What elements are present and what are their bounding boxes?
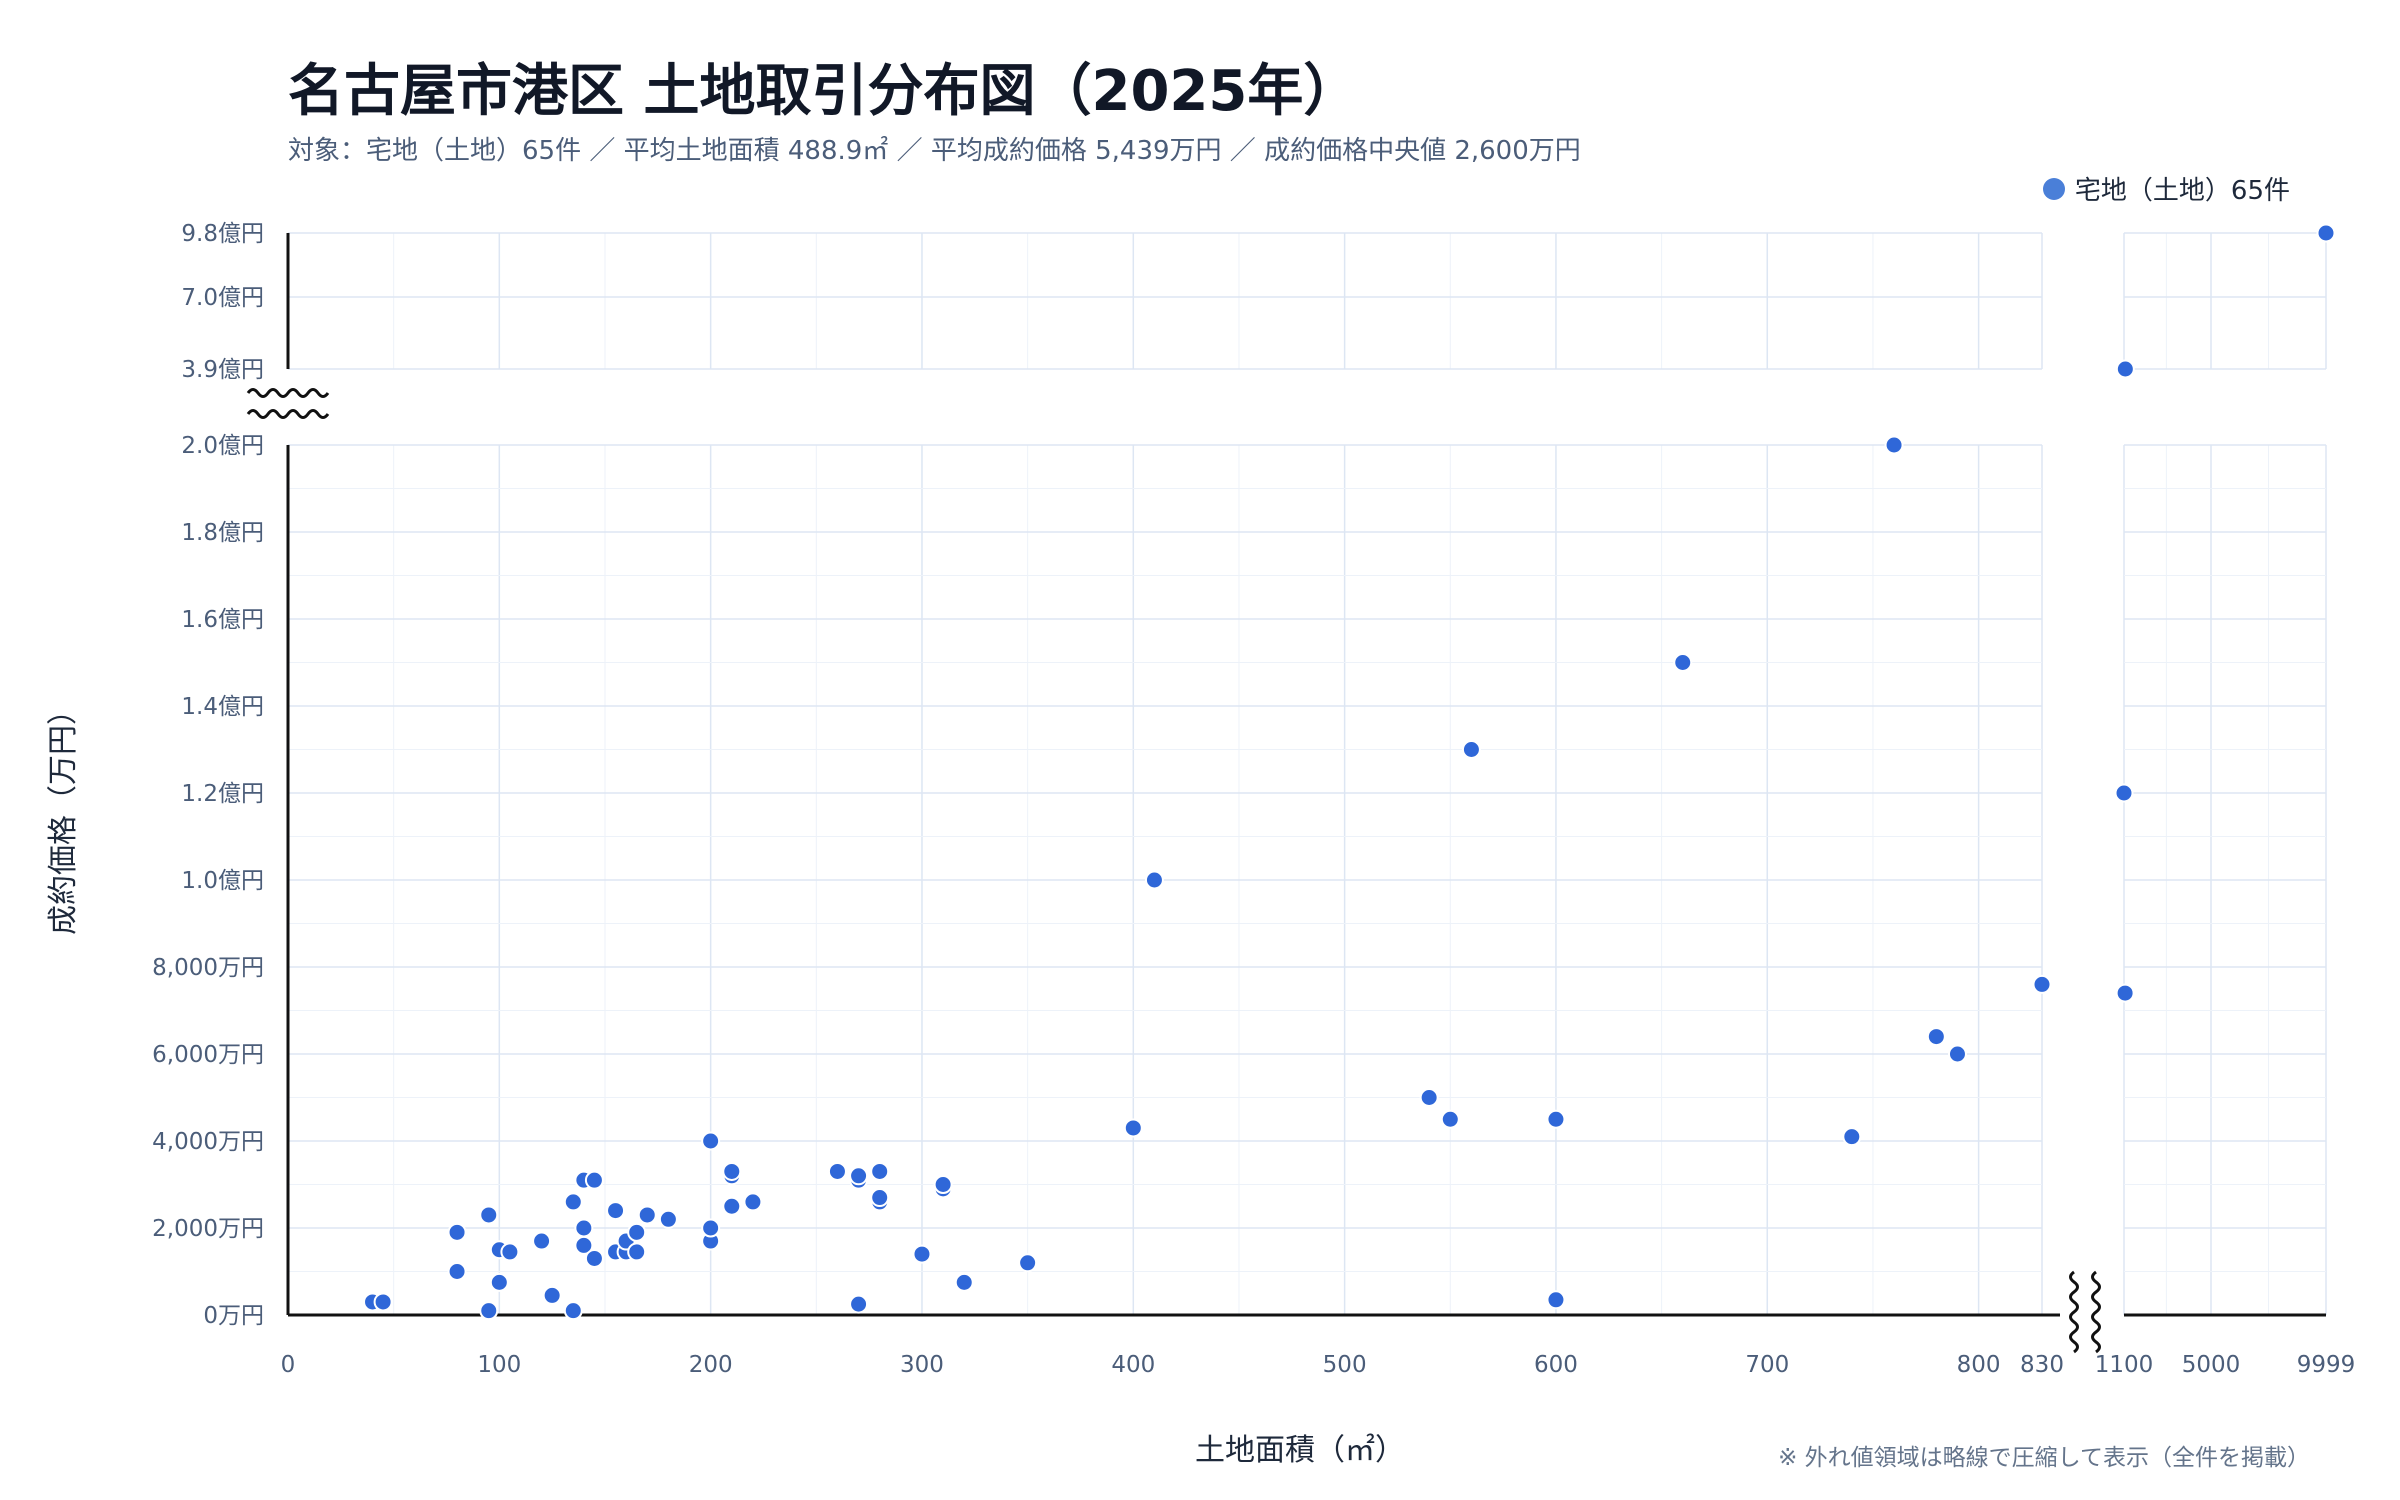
data-point <box>1842 1127 1862 1147</box>
data-point <box>870 1161 890 1181</box>
y-tick-label: 8,000万円 <box>152 955 264 981</box>
x-tick-label: 5000 <box>2182 1352 2241 1378</box>
data-point <box>500 1242 520 1262</box>
data-point <box>563 1301 583 1321</box>
x-tick-label: 9999 <box>2297 1352 2356 1378</box>
y-tick-label: 7.0億円 <box>181 285 264 311</box>
x-axis-label: 土地面積（㎡） <box>1195 1433 1405 1468</box>
data-point <box>1673 653 1693 672</box>
data-point <box>1546 1290 1566 1310</box>
data-point <box>1546 1109 1566 1129</box>
chart-subtitle: 対象：宅地（土地）65件 ／ 平均土地面積 488.9㎡ ／ 平均成約価格 5,… <box>288 136 1581 166</box>
legend-label: 宅地（土地）65件 <box>2074 176 2290 206</box>
data-point <box>627 1222 647 1242</box>
data-point <box>1461 740 1481 759</box>
x-axis-break-mask <box>2060 1265 2110 1365</box>
footnote: ※ 外れ値領域は略線で圧縮して表示（全件を掲載） <box>1778 1445 2310 1471</box>
y-tick-label: 0万円 <box>203 1303 264 1329</box>
data-point <box>912 1244 932 1264</box>
data-point <box>574 1218 594 1238</box>
y-tick-label: 1.2億円 <box>181 781 264 807</box>
x-tick-label: 500 <box>1323 1352 1367 1378</box>
data-point <box>2115 983 2135 1003</box>
y-tick-label: 3.9億円 <box>181 357 264 383</box>
x-tick-label: 400 <box>1111 1352 1155 1378</box>
data-point <box>2114 783 2134 803</box>
y-tick-label: 1.8億円 <box>181 520 264 546</box>
x-axis-break-icon <box>2069 1270 2079 1354</box>
y-tick-label: 6,000万円 <box>152 1042 264 1068</box>
y-tick-label: 4,000万円 <box>152 1129 264 1155</box>
data-point <box>1926 1027 1946 1047</box>
chart-title: 名古屋市港区 土地取引分布図（2025年） <box>288 59 1360 124</box>
x-tick-label: 1100 <box>2095 1352 2154 1378</box>
data-point <box>1123 1118 1143 1138</box>
data-point <box>563 1192 583 1212</box>
data-point <box>658 1209 678 1229</box>
data-point <box>584 1248 604 1268</box>
data-point <box>637 1205 657 1225</box>
x-tick-label: 100 <box>477 1352 521 1378</box>
data-point <box>489 1272 509 1292</box>
data-point <box>2115 359 2135 379</box>
data-point <box>542 1285 562 1305</box>
x-axis-break-icon <box>2091 1270 2101 1354</box>
data-point <box>1018 1253 1038 1273</box>
y-tick-label: 2,000万円 <box>152 1216 264 1242</box>
data-point <box>701 1131 721 1151</box>
data-point <box>627 1242 647 1262</box>
data-point <box>532 1231 552 1251</box>
data-point <box>1144 870 1164 890</box>
data-point <box>2316 223 2336 243</box>
x-tick-label: 700 <box>1745 1352 1789 1378</box>
data-point <box>827 1161 847 1181</box>
data-point <box>1419 1088 1439 1107</box>
data-point <box>2032 974 2052 994</box>
data-point <box>849 1294 869 1314</box>
x-tick-label: 800 <box>1957 1352 2001 1378</box>
x-tick-label: 830 <box>2020 1352 2064 1378</box>
data-point <box>722 1196 742 1216</box>
y-tick-label: 1.6億円 <box>181 607 264 633</box>
data-point <box>743 1192 763 1212</box>
x-tick-label: 300 <box>900 1352 944 1378</box>
data-point <box>447 1262 467 1281</box>
y-tick-label: 1.0億円 <box>181 868 264 894</box>
y-tick-label: 1.4億円 <box>181 694 264 720</box>
data-point <box>479 1205 499 1225</box>
data-point <box>701 1218 721 1238</box>
data-point <box>1947 1044 1967 1064</box>
x-tick-label: 600 <box>1534 1352 1578 1378</box>
x-tick-label: 0 <box>281 1352 296 1378</box>
legend-marker-icon <box>2042 177 2065 200</box>
y-tick-label: 9.8億円 <box>181 221 264 247</box>
x-tick-label: 200 <box>689 1352 733 1378</box>
data-point <box>606 1201 626 1221</box>
data-point <box>722 1161 742 1181</box>
y-axis-break-icon <box>246 388 330 398</box>
data-point <box>1884 435 1904 455</box>
y-axis-break-icon <box>246 409 330 419</box>
data-point <box>849 1166 869 1186</box>
data-point <box>954 1272 974 1292</box>
data-point <box>870 1188 890 1208</box>
data-point <box>373 1292 393 1312</box>
data-point <box>933 1175 953 1194</box>
data-point <box>584 1170 604 1190</box>
y-tick-label: 2.0億円 <box>181 433 264 459</box>
chart-legend[interactable]: 宅地（土地）65件 <box>2042 170 2290 207</box>
data-point <box>447 1222 467 1242</box>
data-point <box>1440 1109 1460 1129</box>
data-point <box>479 1301 499 1321</box>
